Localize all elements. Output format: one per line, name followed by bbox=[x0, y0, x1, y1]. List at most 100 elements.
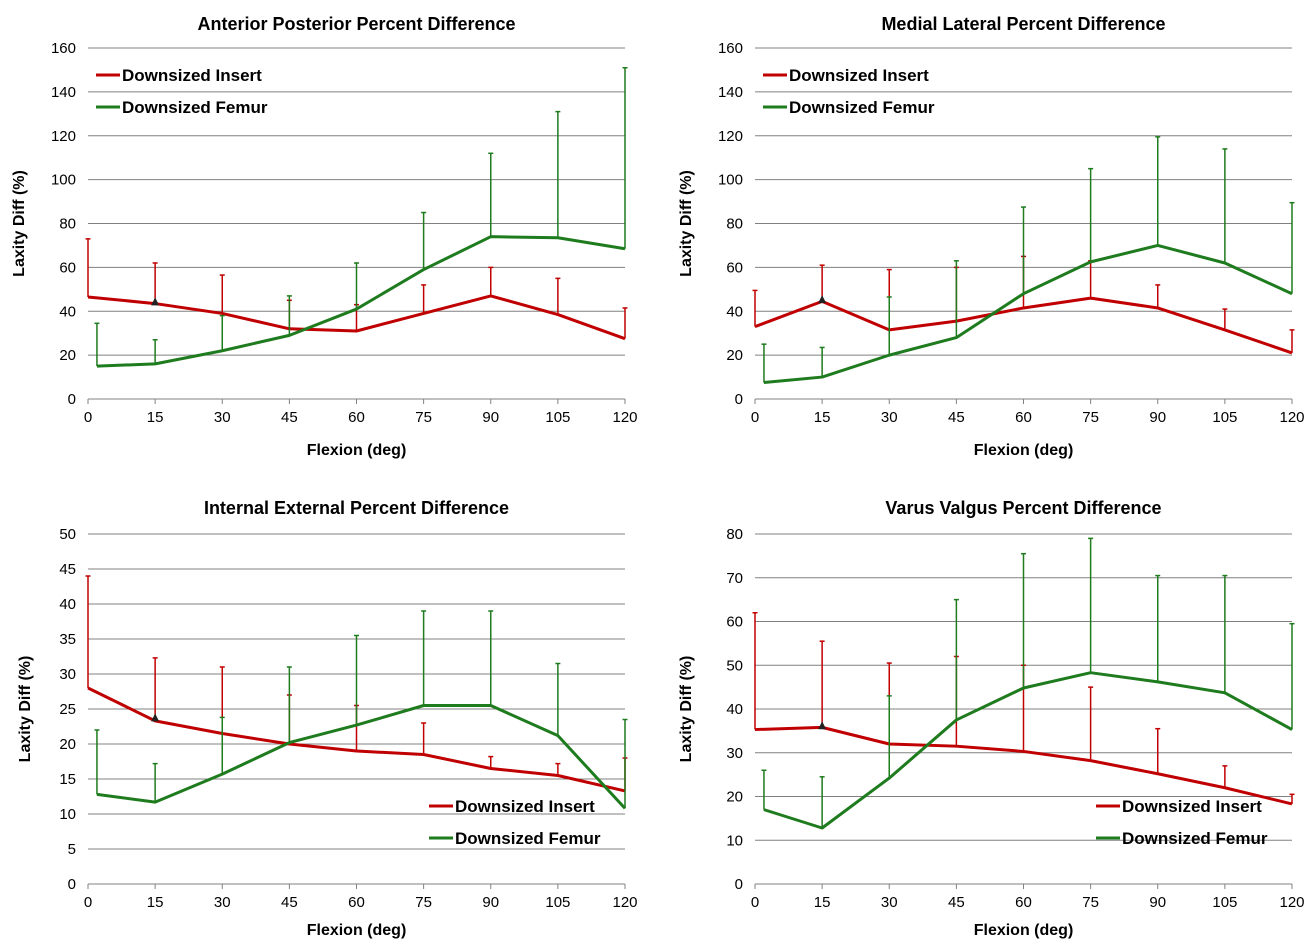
y-tick-label: 0 bbox=[735, 876, 743, 893]
x-tick-label: 90 bbox=[482, 894, 499, 911]
y-tick-label: 100 bbox=[718, 172, 743, 189]
chart-svg: Medial Lateral Percent Difference 0 20 40 60… bbox=[678, 14, 1305, 459]
x-tick-label: 30 bbox=[214, 894, 231, 911]
y-tick-label: 30 bbox=[726, 745, 743, 762]
legend-label: Downsized Femur bbox=[455, 829, 601, 848]
series-line bbox=[754, 296, 1293, 355]
triangle-marker bbox=[818, 721, 827, 730]
y-tick-label: 35 bbox=[59, 631, 76, 648]
x-tick-label: 120 bbox=[612, 409, 637, 426]
x-tick-label: 120 bbox=[1279, 894, 1304, 911]
chart-svg: Varus Valgus Percent Difference 0 10 20 30 40… bbox=[678, 498, 1305, 939]
triangle-marker bbox=[151, 713, 160, 722]
y-tick-label: 120 bbox=[718, 128, 743, 145]
legend-label: Downsized Insert bbox=[789, 66, 929, 85]
y-tick-label: 10 bbox=[726, 832, 743, 849]
x-tick-label: 15 bbox=[147, 894, 164, 911]
x-tick-label: 60 bbox=[1015, 894, 1032, 911]
y-axis-label: Laxity Diff (%) bbox=[11, 170, 28, 277]
x-tick-label: 120 bbox=[1279, 409, 1304, 426]
x-tick-label: 30 bbox=[214, 409, 231, 426]
y-tick-label: 60 bbox=[726, 259, 743, 276]
y-tick-label: 40 bbox=[726, 701, 743, 718]
triangle-marker bbox=[818, 295, 827, 304]
x-tick-label: 45 bbox=[281, 894, 298, 911]
y-tick-label: 20 bbox=[59, 347, 76, 364]
legend-label: Downsized Insert bbox=[455, 797, 595, 816]
y-tick-label: 20 bbox=[726, 347, 743, 364]
chart-panel-anterior-posterior: Anterior Posterior Percent Difference 0 20… bbox=[0, 0, 655, 472]
legend-label: Downsized Insert bbox=[122, 66, 262, 85]
y-tick-label: 140 bbox=[51, 84, 76, 101]
series-line bbox=[763, 243, 1293, 385]
y-axis-label: Laxity Diff (%) bbox=[17, 656, 34, 763]
x-axis-label: Flexion (deg) bbox=[307, 442, 407, 459]
x-tick-label: 105 bbox=[545, 894, 570, 911]
chart-panel-varus-valgus: Varus Valgus Percent Difference 0 10 20 30 40… bbox=[655, 472, 1309, 944]
x-tick-label: 60 bbox=[348, 409, 365, 426]
y-tick-label: 140 bbox=[718, 84, 743, 101]
chart-svg: Anterior Posterior Percent Difference 0 20… bbox=[11, 14, 638, 459]
x-tick-label: 0 bbox=[751, 409, 759, 426]
series-line bbox=[87, 294, 626, 341]
y-tick-label: 120 bbox=[51, 128, 76, 145]
y-axis-label: Laxity Diff (%) bbox=[678, 170, 695, 277]
y-tick-label: 40 bbox=[726, 303, 743, 320]
chart-title: Anterior Posterior Percent Difference bbox=[197, 14, 515, 34]
x-tick-label: 15 bbox=[814, 894, 831, 911]
x-tick-label: 0 bbox=[751, 894, 759, 911]
x-tick-label: 0 bbox=[84, 409, 92, 426]
y-tick-label: 20 bbox=[59, 736, 76, 753]
y-tick-label: 60 bbox=[726, 614, 743, 631]
x-tick-label: 75 bbox=[415, 894, 432, 911]
legend-label: Downsized Femur bbox=[1122, 829, 1268, 848]
series-line bbox=[96, 235, 626, 368]
series-line bbox=[96, 704, 627, 810]
y-tick-label: 15 bbox=[59, 771, 76, 788]
x-tick-label: 30 bbox=[881, 894, 898, 911]
y-tick-label: 25 bbox=[59, 701, 76, 718]
x-tick-label: 90 bbox=[1149, 409, 1166, 426]
series-line bbox=[763, 671, 1293, 830]
chart-title: Varus Valgus Percent Difference bbox=[885, 498, 1161, 518]
y-tick-label: 30 bbox=[59, 666, 76, 683]
x-tick-label: 15 bbox=[147, 409, 164, 426]
y-tick-label: 40 bbox=[59, 596, 76, 613]
legend-label: Downsized Femur bbox=[122, 98, 268, 117]
series-line bbox=[87, 686, 626, 793]
chart-svg: Internal External Percent Difference 0 5 10… bbox=[17, 498, 638, 939]
x-tick-label: 90 bbox=[482, 409, 499, 426]
x-tick-label: 15 bbox=[814, 409, 831, 426]
triangle-marker bbox=[151, 297, 160, 306]
y-tick-label: 5 bbox=[68, 841, 76, 858]
y-tick-label: 160 bbox=[718, 40, 743, 57]
x-axis-label: Flexion (deg) bbox=[974, 922, 1074, 939]
y-tick-label: 80 bbox=[59, 216, 76, 233]
legend-label: Downsized Femur bbox=[789, 98, 935, 117]
y-tick-label: 50 bbox=[726, 657, 743, 674]
x-axis-label: Flexion (deg) bbox=[307, 922, 407, 939]
y-tick-label: 45 bbox=[59, 561, 76, 578]
y-tick-label: 80 bbox=[726, 216, 743, 233]
y-tick-label: 10 bbox=[59, 806, 76, 823]
y-tick-label: 60 bbox=[59, 259, 76, 276]
x-tick-label: 105 bbox=[1212, 409, 1237, 426]
y-tick-label: 50 bbox=[59, 526, 76, 543]
x-tick-label: 60 bbox=[348, 894, 365, 911]
x-tick-label: 75 bbox=[1082, 894, 1099, 911]
y-tick-label: 160 bbox=[51, 40, 76, 57]
y-tick-label: 0 bbox=[735, 391, 743, 408]
series-line bbox=[754, 725, 1293, 806]
chart-panel-internal-external: Internal External Percent Difference 0 5 10… bbox=[0, 472, 655, 944]
y-tick-label: 0 bbox=[68, 391, 76, 408]
chart-title: Medial Lateral Percent Difference bbox=[881, 14, 1165, 34]
x-tick-label: 120 bbox=[612, 894, 637, 911]
x-axis-label: Flexion (deg) bbox=[974, 442, 1074, 459]
x-tick-label: 105 bbox=[1212, 894, 1237, 911]
x-tick-label: 45 bbox=[281, 409, 298, 426]
x-tick-label: 60 bbox=[1015, 409, 1032, 426]
legend-label: Downsized Insert bbox=[1122, 797, 1262, 816]
y-tick-label: 80 bbox=[726, 526, 743, 543]
chart-panel-medial-lateral: Medial Lateral Percent Difference 0 20 40 60… bbox=[655, 0, 1309, 472]
y-tick-label: 20 bbox=[726, 789, 743, 806]
